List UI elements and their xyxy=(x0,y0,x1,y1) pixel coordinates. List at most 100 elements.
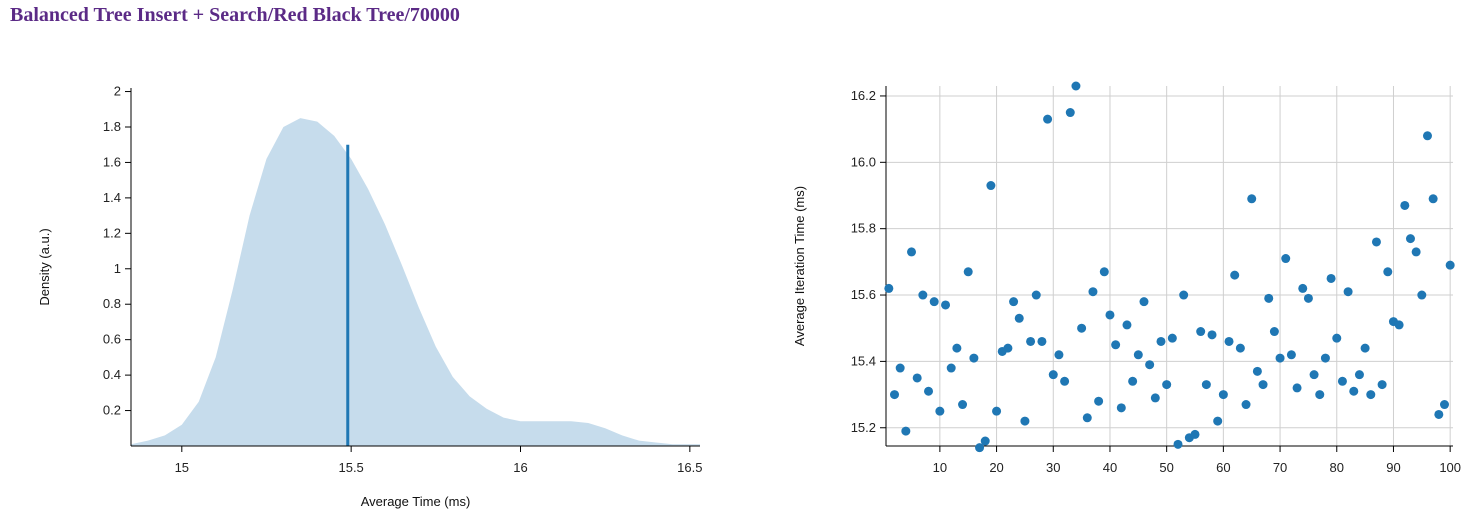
data-point xyxy=(1366,390,1376,400)
data-point xyxy=(952,343,962,353)
data-point xyxy=(1207,330,1217,340)
density-chart: 0.2 0.4 0.6 0.8 1 1.2 1.4 1.6 1.8 2 15 15.5 16 16.5 Av… xyxy=(37,84,702,509)
data-point xyxy=(884,283,894,293)
data-point xyxy=(1218,390,1228,400)
y-tick-label: 0.4 xyxy=(103,367,121,382)
data-point xyxy=(1400,200,1410,210)
data-point xyxy=(901,426,911,436)
data-point xyxy=(1332,333,1342,343)
data-point xyxy=(992,406,1002,416)
data-point xyxy=(1196,327,1206,337)
x-tick-label: 80 xyxy=(1330,460,1344,475)
data-point xyxy=(1241,400,1251,410)
data-point xyxy=(1269,327,1279,337)
data-point xyxy=(1354,370,1364,380)
data-point xyxy=(895,363,905,373)
data-point xyxy=(1009,297,1019,307)
y-tick-label: 1.4 xyxy=(103,190,121,205)
data-point xyxy=(1026,336,1036,346)
data-point xyxy=(1190,429,1200,439)
data-point xyxy=(963,267,973,277)
x-tick-label: 90 xyxy=(1386,460,1400,475)
data-point xyxy=(986,181,996,191)
x-tick-label: 70 xyxy=(1273,460,1287,475)
data-point xyxy=(1247,194,1257,204)
data-point xyxy=(1071,81,1081,91)
y-tick-label: 2 xyxy=(114,84,121,99)
data-point xyxy=(1048,370,1058,380)
data-point xyxy=(1281,254,1291,264)
data-point xyxy=(918,290,928,300)
data-point xyxy=(1445,260,1455,270)
y-tick-label: 15.6 xyxy=(851,287,876,302)
x-tick-label: 60 xyxy=(1216,460,1230,475)
y-tick-label: 0.6 xyxy=(103,332,121,347)
data-point xyxy=(941,300,951,310)
data-point xyxy=(1439,400,1449,410)
data-point xyxy=(912,373,922,383)
x-tick-label: 10 xyxy=(933,460,947,475)
y-tick-label: 15.4 xyxy=(851,353,876,368)
y-axis-title: Average Iteration Time (ms) xyxy=(792,186,807,346)
data-point xyxy=(1031,290,1041,300)
data-point xyxy=(1099,267,1109,277)
y-tick-label: 15.2 xyxy=(851,420,876,435)
y-tick-label: 16.0 xyxy=(851,154,876,169)
x-tick-label: 16.5 xyxy=(677,460,702,475)
data-point xyxy=(1371,237,1381,247)
data-point xyxy=(890,390,900,400)
y-tick-label: 16.2 xyxy=(851,88,876,103)
data-point xyxy=(1088,287,1098,297)
data-point xyxy=(969,353,979,363)
data-point xyxy=(1162,380,1172,390)
data-point xyxy=(935,406,945,416)
data-point xyxy=(1405,234,1415,244)
data-point xyxy=(1156,336,1166,346)
data-point xyxy=(1179,290,1189,300)
x-tick-label: 50 xyxy=(1159,460,1173,475)
data-point xyxy=(980,436,990,446)
page-title: Balanced Tree Insert + Search/Red Black … xyxy=(10,4,460,26)
y-axis-title: Density (a.u.) xyxy=(37,228,52,305)
y-tick-label: 1.2 xyxy=(103,225,121,240)
data-point xyxy=(929,297,939,307)
data-point xyxy=(1116,403,1126,413)
data-point xyxy=(1230,270,1240,280)
data-point xyxy=(1343,287,1353,297)
data-point xyxy=(1224,336,1234,346)
data-point xyxy=(1213,416,1223,426)
data-point xyxy=(1020,416,1030,426)
data-point xyxy=(1122,320,1132,330)
data-point xyxy=(1394,320,1404,330)
data-point xyxy=(1320,353,1330,363)
x-tick-label: 100 xyxy=(1439,460,1461,475)
x-tick-label: 20 xyxy=(989,460,1003,475)
data-point xyxy=(1411,247,1421,257)
data-point xyxy=(1201,380,1211,390)
data-point xyxy=(1111,340,1121,350)
data-point xyxy=(1252,366,1262,376)
data-point xyxy=(975,443,985,453)
y-tick-label: 1.6 xyxy=(103,154,121,169)
data-point xyxy=(1128,376,1138,386)
data-point xyxy=(1275,353,1285,363)
data-point xyxy=(1173,439,1183,449)
x-axis-title: Average Time (ms) xyxy=(361,494,471,509)
data-point xyxy=(1360,343,1370,353)
data-point xyxy=(1037,336,1047,346)
y-tick-label: 1.8 xyxy=(103,119,121,134)
density-area xyxy=(131,118,700,446)
y-tick-label: 1 xyxy=(114,261,121,276)
data-point xyxy=(1060,376,1070,386)
data-point xyxy=(1292,383,1302,393)
data-point xyxy=(1133,350,1143,360)
data-point xyxy=(1337,376,1347,386)
data-point xyxy=(1422,131,1432,141)
data-point xyxy=(1286,350,1296,360)
data-point xyxy=(907,247,917,257)
data-point xyxy=(1417,290,1427,300)
y-tick-label: 0.8 xyxy=(103,296,121,311)
data-point xyxy=(1434,409,1444,419)
x-tick-label: 15 xyxy=(175,460,189,475)
data-point xyxy=(1303,293,1313,303)
